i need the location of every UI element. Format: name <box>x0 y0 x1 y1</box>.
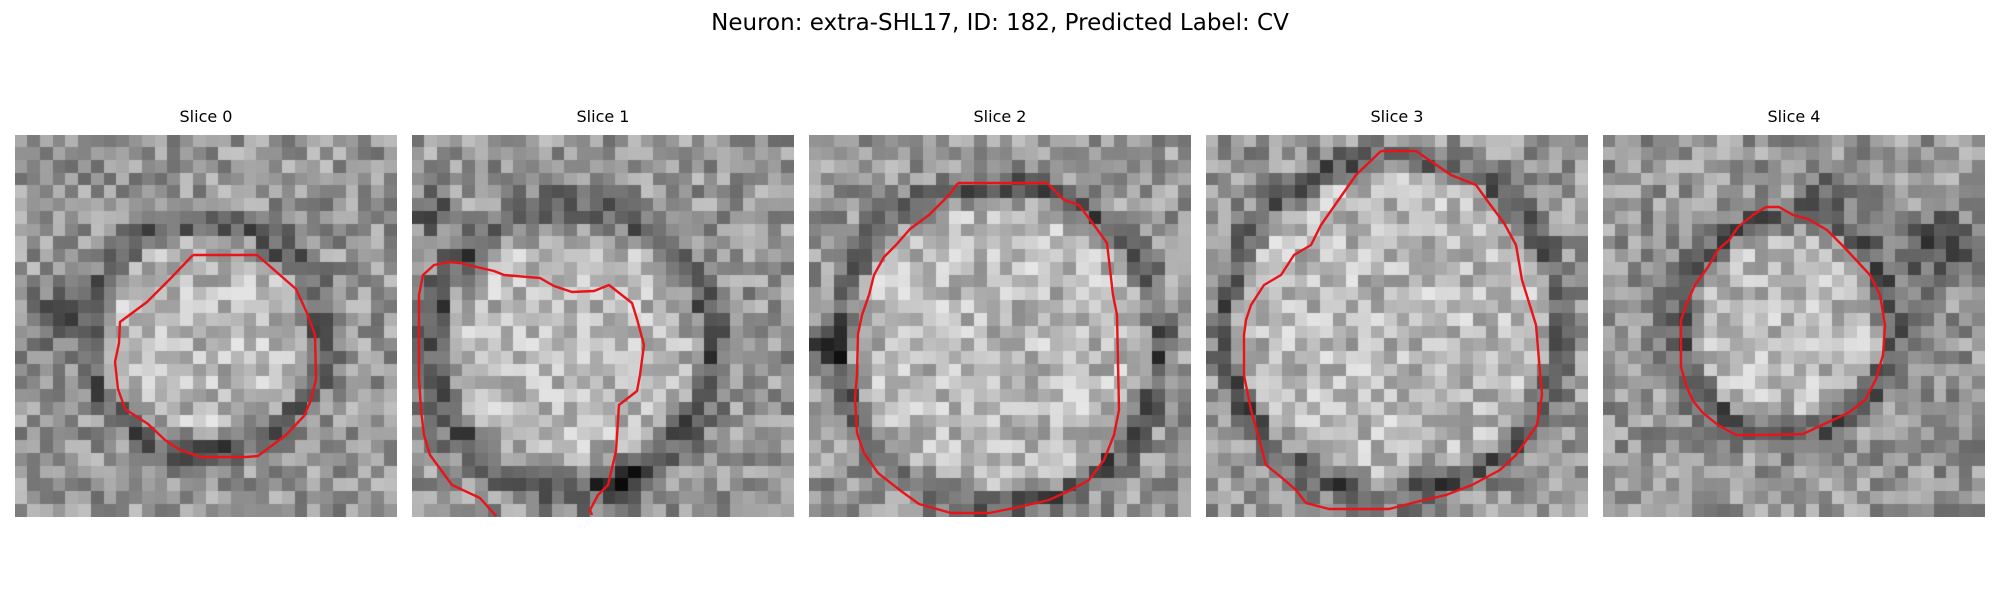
segmentation-contour-1 <box>417 260 646 517</box>
segmentation-contour-2 <box>853 181 1121 515</box>
contour-overlay-1 <box>417 260 646 517</box>
slice-title-4: Slice 4 <box>1767 107 1821 126</box>
contour-overlay-0 <box>113 253 318 459</box>
slice-title-2: Slice 2 <box>973 107 1027 126</box>
slice-panel-1: Slice 1 <box>412 107 794 517</box>
slice-panel-2: Slice 2 <box>809 107 1191 517</box>
segmentation-contour-0 <box>113 253 318 459</box>
microscopy-image-0 <box>15 135 397 517</box>
slice-title-3: Slice 3 <box>1370 107 1424 126</box>
slice-panel-4: Slice 4 <box>1603 107 1985 517</box>
slice-panel-0: Slice 0 <box>15 107 397 517</box>
figure-title: Neuron: extra-SHL17, ID: 182, Predicted … <box>711 10 1289 36</box>
slice-title-1: Slice 1 <box>576 107 630 126</box>
slice-title-0: Slice 0 <box>179 107 233 126</box>
slice-panel-3: Slice 3 <box>1206 107 1588 517</box>
microscopy-image-4 <box>1603 135 1985 517</box>
microscopy-image-3 <box>1206 135 1588 517</box>
contour-overlay-2 <box>853 181 1121 515</box>
contour-overlay-3 <box>1242 149 1544 511</box>
contour-overlay-4 <box>1679 205 1887 437</box>
microscopy-image-2 <box>809 135 1191 517</box>
microscopy-image-1 <box>412 135 794 517</box>
segmentation-contour-4 <box>1679 205 1887 437</box>
segmentation-contour-3 <box>1242 149 1544 511</box>
